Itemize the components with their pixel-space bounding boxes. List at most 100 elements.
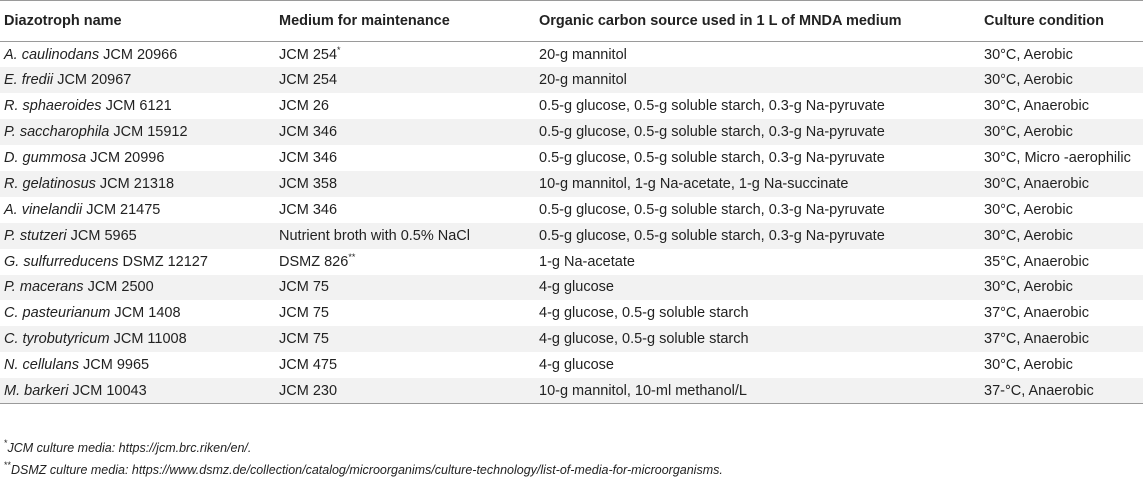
culture-condition-cell: 30°C, Aerobic — [980, 119, 1143, 146]
medium-cell: DSMZ 826** — [275, 249, 535, 275]
table-row: C. pasteurianum JCM 1408 JCM 75 4-g glucos… — [0, 300, 1143, 326]
culture-condition-cell: 30°C, Aerobic — [984, 201, 1073, 218]
footnote: **DSMZ culture media: https://www.dsmz.d… — [4, 461, 723, 483]
species-name: P. macerans — [4, 279, 84, 296]
species-name: R. gelatinosus — [4, 175, 96, 192]
footnote-text: JCM culture media: https://jcm.brc.riken… — [7, 441, 252, 455]
carbon-source-cell: 0.5-g glucose, 0.5-g soluble starch, 0.3… — [535, 119, 980, 146]
table-row: A. vinelandii JCM 21475 JCM 346 0.5-g gluc… — [0, 197, 1143, 223]
culture-condition-cell: 30°C, Aerobic — [980, 222, 1143, 249]
strain-id: JCM 11008 — [113, 331, 187, 348]
carbon-source-cell: 0.5-g glucose, 0.5-g soluble starch, 0.3… — [539, 150, 885, 166]
diazotroph-name-cell: M. barkeri JCM 10043 — [0, 378, 275, 405]
strain-id: JCM 6121 — [105, 98, 172, 115]
table-row: C. tyrobutyricum JCM 11008 JCM 75 4-g gluc… — [0, 326, 1143, 353]
medium-cell: Nutrient broth with 0.5% NaCl — [275, 222, 535, 249]
strain-id: JCM 5965 — [70, 227, 137, 244]
diazotroph-name-cell: P. macerans JCM 2500 — [0, 274, 275, 301]
header-culture-condition: Culture condition — [980, 0, 1143, 42]
carbon-source-cell: 20-g mannitol — [535, 67, 980, 94]
species-name: M. barkeri — [4, 382, 69, 399]
medium-name: JCM 346 — [279, 150, 338, 166]
table-row: M. barkeri JCM 10043 JCM 230 10-g mannitol… — [0, 378, 1143, 405]
footnote-mark: ** — [4, 460, 12, 470]
species-name: N. cellulans — [4, 357, 79, 374]
carbon-source-cell: 4-g glucose, 0.5-g soluble starch — [539, 305, 749, 322]
species-name: P. stutzeri — [4, 227, 67, 244]
carbon-source-cell: 0.5-g glucose, 0.5-g soluble starch, 0.3… — [539, 98, 885, 115]
medium-name: JCM 230 — [279, 382, 338, 399]
header-row: Diazotroph name Medium for maintenance O… — [0, 0, 1143, 42]
diazotroph-name-cell: A. vinelandii JCM 21475 — [0, 197, 275, 223]
medium-cell: JCM 254 — [275, 67, 535, 94]
diazotroph-name-cell: R. gelatinosus JCM 21318 — [0, 170, 275, 197]
medium-cell: JCM 230 — [275, 378, 535, 405]
species-name: P. saccharophila — [4, 124, 110, 141]
medium-name: JCM 254 — [279, 72, 338, 89]
species-name: D. gummosa — [4, 150, 87, 166]
medium-cell: JCM 346 — [275, 197, 535, 223]
medium-name: JCM 75 — [279, 279, 329, 296]
species-name: C. tyrobutyricum — [4, 331, 110, 348]
carbon-source-cell: 20-g mannitol — [539, 46, 627, 63]
table-body: A. caulinodans JCM 20966 JCM 254* 20-g man… — [0, 42, 1143, 405]
culture-condition-cell: 30°C, Aerobic — [984, 357, 1073, 374]
species-name: G. sulfurreducens — [4, 253, 119, 270]
carbon-source-cell: 10-g mannitol, 1-g Na-acetate, 1-g Na-su… — [535, 170, 980, 197]
header-carbon-source: Organic carbon source used in 1 L of MND… — [535, 0, 980, 42]
medium-cell: JCM 75 — [275, 300, 535, 326]
carbon-source-cell: 4-g glucose, 0.5-g soluble starch — [535, 326, 980, 353]
medium-name: JCM 346 — [279, 201, 338, 218]
diazotroph-name-cell: C. pasteurianum JCM 1408 — [0, 300, 275, 326]
table-row: R. sphaeroides JCM 6121 JCM 26 0.5-g gluco… — [0, 93, 1143, 119]
table-row: G. sulfurreducens DSMZ 12127 DSMZ 826** 1-… — [0, 249, 1143, 275]
species-name: A. vinelandii — [4, 201, 83, 218]
strain-id: JCM 20967 — [57, 72, 132, 89]
diazotroph-name-cell: R. sphaeroides JCM 6121 — [0, 93, 275, 119]
strain-id: JCM 21318 — [99, 175, 175, 192]
table-row: P. saccharophila JCM 15912 JCM 346 0.5-g g… — [0, 119, 1143, 146]
strain-id: JCM 2500 — [87, 279, 154, 296]
carbon-source-cell: 4-g glucose — [539, 357, 614, 374]
diazotroph-table: Diazotroph name Medium for maintenance O… — [0, 0, 1143, 405]
strain-id: JCM 10043 — [72, 382, 147, 399]
table-row: E. fredii JCM 20967 JCM 254 20-g mannitol 3… — [0, 67, 1143, 94]
medium-name: DSMZ 826 — [279, 253, 349, 270]
culture-condition-cell: 30°C, Anaerobic — [984, 98, 1089, 115]
carbon-source-cell: 1-g Na-acetate — [539, 253, 635, 270]
medium-cell: JCM 75 — [275, 326, 535, 353]
diazotroph-name-cell: E. fredii JCM 20967 — [0, 67, 275, 94]
medium-cell: JCM 254* — [275, 42, 535, 68]
table-row: R. gelatinosus JCM 21318 JCM 358 10-g mann… — [0, 170, 1143, 197]
header-diazotroph-name: Diazotroph name — [0, 0, 275, 42]
culture-condition-cell: 30°C, Aerobic — [980, 67, 1143, 94]
culture-condition-cell: 37°C, Anaerobic — [984, 305, 1089, 322]
medium-name: JCM 346 — [279, 124, 338, 141]
diazotroph-name-cell: C. tyrobutyricum JCM 11008 — [0, 326, 275, 353]
diazotroph-name-cell: G. sulfurreducens DSMZ 12127 — [0, 249, 275, 275]
culture-condition-cell: 30°C, Aerobic — [984, 46, 1073, 63]
carbon-source-cell: 4-g glucose — [535, 274, 980, 301]
diazotroph-name-cell: N. cellulans JCM 9965 — [0, 352, 275, 378]
medium-name: JCM 254 — [279, 46, 338, 63]
strain-id: JCM 9965 — [82, 357, 150, 374]
diazotroph-name-cell: A. caulinodans JCM 20966 — [0, 42, 275, 68]
culture-condition-cell: 30°C, Aerobic — [980, 274, 1143, 301]
carbon-source-cell: 0.5-g glucose, 0.5-g soluble starch, 0.3… — [535, 222, 980, 249]
culture-condition-cell: 37-°C, Anaerobic — [980, 378, 1143, 405]
culture-condition-cell: 30°C, Anaerobic — [980, 170, 1143, 197]
medium-footnote-mark: ** — [348, 251, 356, 262]
medium-name: JCM 26 — [279, 98, 329, 115]
medium-cell: JCM 346 — [275, 119, 535, 146]
strain-id: JCM 20966 — [103, 46, 178, 63]
footnotes: *JCM culture media: https://jcm.brc.rike… — [4, 439, 723, 483]
header-medium: Medium for maintenance — [275, 0, 535, 42]
species-name: C. pasteurianum — [4, 305, 111, 322]
medium-cell: JCM 75 — [275, 274, 535, 301]
culture-condition-cell: 35°C, Anaerobic — [984, 253, 1089, 270]
medium-cell: JCM 346 — [275, 145, 535, 171]
medium-name: Nutrient broth with 0.5% NaCl — [279, 227, 470, 244]
footnote-mark: * — [4, 438, 8, 448]
medium-name: JCM 75 — [279, 331, 329, 348]
